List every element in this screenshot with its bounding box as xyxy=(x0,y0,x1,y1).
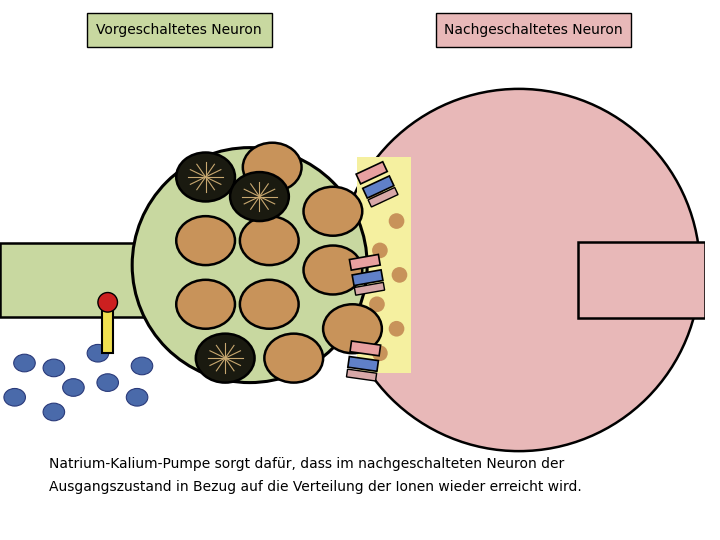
Ellipse shape xyxy=(304,187,362,236)
Bar xyxy=(350,341,381,356)
Text: Vorgeschaltetes Neuron: Vorgeschaltetes Neuron xyxy=(96,23,262,37)
FancyBboxPatch shape xyxy=(436,14,631,47)
Ellipse shape xyxy=(240,280,299,329)
Ellipse shape xyxy=(196,334,255,383)
Ellipse shape xyxy=(43,359,65,377)
Ellipse shape xyxy=(372,346,388,361)
Bar xyxy=(368,187,398,207)
Bar xyxy=(102,302,113,353)
Ellipse shape xyxy=(243,143,302,192)
Ellipse shape xyxy=(87,345,109,362)
Bar xyxy=(354,282,384,295)
Bar xyxy=(363,176,394,198)
Bar xyxy=(352,270,383,286)
Ellipse shape xyxy=(63,379,84,396)
Circle shape xyxy=(132,147,367,383)
Text: Ausgangszustand in Bezug auf die Verteilung der Ionen wieder erreicht wird.: Ausgangszustand in Bezug auf die Verteil… xyxy=(49,481,582,494)
Ellipse shape xyxy=(176,216,235,265)
Circle shape xyxy=(338,89,700,451)
Ellipse shape xyxy=(392,267,408,283)
Ellipse shape xyxy=(389,213,405,229)
Ellipse shape xyxy=(43,403,65,421)
Ellipse shape xyxy=(372,242,388,258)
Bar xyxy=(0,243,382,316)
Text: Natrium-Kalium-Pumpe sorgt dafür, dass im nachgeschalteten Neuron der: Natrium-Kalium-Pumpe sorgt dafür, dass i… xyxy=(49,457,564,471)
Ellipse shape xyxy=(240,216,299,265)
Bar xyxy=(346,369,377,381)
Bar xyxy=(348,356,379,372)
Ellipse shape xyxy=(4,388,25,406)
Ellipse shape xyxy=(369,189,384,205)
Ellipse shape xyxy=(176,152,235,201)
Circle shape xyxy=(98,293,117,312)
Bar xyxy=(349,254,380,270)
Ellipse shape xyxy=(264,334,323,383)
Ellipse shape xyxy=(14,354,35,372)
Ellipse shape xyxy=(323,304,382,353)
Ellipse shape xyxy=(126,388,148,406)
Ellipse shape xyxy=(389,321,405,336)
Ellipse shape xyxy=(131,357,153,375)
Ellipse shape xyxy=(230,172,289,221)
Bar xyxy=(577,241,705,318)
Ellipse shape xyxy=(369,296,384,312)
Bar xyxy=(357,157,411,373)
FancyBboxPatch shape xyxy=(86,14,271,47)
Ellipse shape xyxy=(304,246,362,294)
Bar xyxy=(356,162,387,184)
Ellipse shape xyxy=(97,374,119,391)
Ellipse shape xyxy=(176,280,235,329)
Text: Nachgeschaltetes Neuron: Nachgeschaltetes Neuron xyxy=(444,23,623,37)
